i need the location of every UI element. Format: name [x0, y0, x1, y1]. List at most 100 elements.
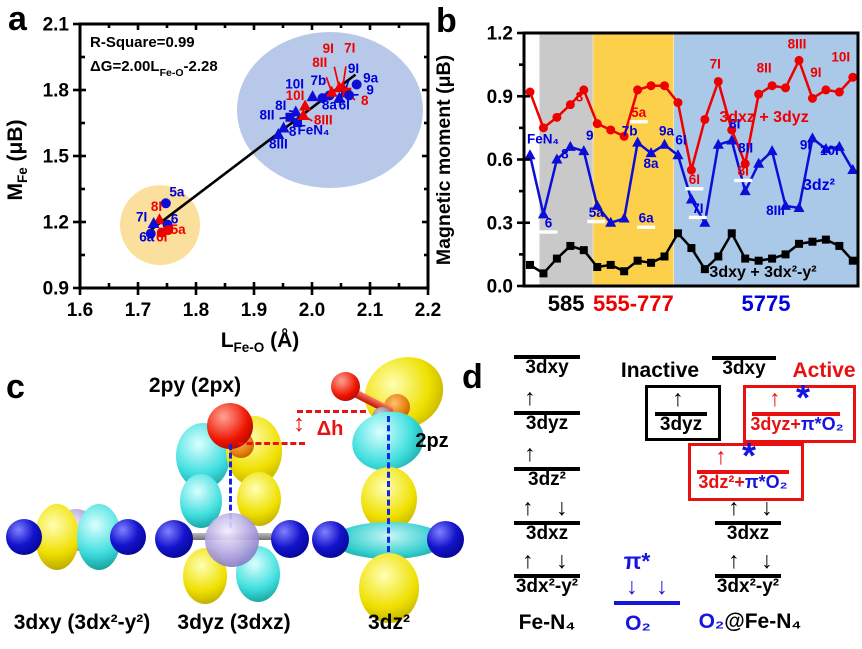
star-icon: *	[742, 435, 757, 476]
y-axis-title: Magnetic moment (μB)	[433, 55, 455, 265]
point-label-8II: 8II	[757, 61, 772, 76]
point-label-10I: 10I	[831, 49, 850, 64]
level-label: 3dyz	[525, 413, 569, 434]
point-label-6I: 6I	[689, 172, 700, 187]
spin-down-arrow: ↓	[626, 573, 638, 599]
data-series	[524, 55, 859, 278]
level-label: 3dxz	[525, 523, 569, 544]
level-label: 3dxy	[722, 358, 766, 379]
panel-letter-a: a	[8, 0, 27, 38]
n-atom	[6, 519, 42, 555]
point-label-8III: 8III	[788, 36, 807, 51]
point-label-5a: 5a	[169, 184, 185, 199]
svg-text:0.9: 0.9	[487, 87, 513, 108]
spin-up-arrow: ↑	[524, 440, 536, 466]
label-3dz2: 3dz²	[368, 611, 410, 634]
point-label-8: 8	[361, 93, 369, 108]
point-label-5a: 5a	[631, 105, 647, 120]
point-label-6I: 6I	[339, 97, 350, 112]
dz2-lobe-bottom	[359, 553, 419, 623]
data-points	[145, 79, 362, 239]
level-line-o2	[614, 601, 680, 605]
label-3dyz: 3dyz (3dxz)	[177, 611, 291, 634]
level-line	[514, 355, 580, 359]
level-line	[712, 356, 776, 360]
point-label-7b: 7b	[311, 73, 327, 88]
point-label-7I: 7I	[710, 56, 721, 71]
panel-letter-b: b	[436, 2, 457, 40]
delta-h-upper-dashed-line	[297, 410, 375, 413]
series-label: 3dz²	[803, 177, 835, 194]
fe-atom	[205, 513, 259, 567]
spin-down-arrow: ↓	[556, 547, 568, 573]
group-label-5775: 5775	[741, 291, 790, 316]
svg-text:1.2: 1.2	[43, 213, 69, 234]
point-label-9: 9	[366, 82, 374, 97]
point-label-7I: 7I	[344, 40, 355, 55]
label-2py-2px: 2py (2px)	[148, 374, 242, 397]
point-label-10I: 10I	[285, 77, 304, 92]
point-label-8I: 8I	[738, 164, 749, 179]
annotation-r-square: R-Square=0.99	[90, 34, 195, 51]
system-label-fen4-part: @Fe-N₄	[724, 610, 802, 633]
level-label-blue-part: π*O₂	[744, 472, 788, 492]
level-line	[514, 467, 580, 471]
point-label-9I: 9I	[800, 137, 811, 152]
point-label-10I: 10I	[286, 88, 305, 103]
series-label: 3dxz + 3dyz	[719, 109, 808, 126]
point-label-6a: 6a	[139, 230, 155, 245]
level-label: 3dz²+π*O₂	[688, 473, 798, 492]
x-axis-title: LFe-O (Å)	[221, 328, 300, 355]
fe-o-axis-dashed-line	[387, 416, 390, 552]
level-label: 3dxy	[525, 357, 569, 378]
level-label: 3dx²-y²	[716, 576, 780, 597]
point-label-8III: 8III	[269, 136, 288, 151]
level-line	[655, 412, 707, 416]
spin-down-arrow: ↓	[556, 494, 568, 520]
panel-b-line-chart: FeN₄68895a5a6a7b8a9a6I6I7I7I8I8I8II8II8I…	[433, 24, 860, 316]
svg-text:1.6: 1.6	[67, 300, 93, 321]
spin-up-arrow: ↑	[522, 494, 534, 520]
point-label-8: 8	[576, 90, 584, 105]
panel-a-scatter-chart: 1.6 1.7 1.8 1.9 2.0 2.1 2.2 0.9 1.2 1.5 1.8 2.1 5a 8I…	[4, 15, 441, 356]
panel-letter-d: d	[462, 358, 483, 396]
point-label-FeN₄: FeN₄	[527, 131, 559, 146]
level-line	[514, 411, 580, 415]
spin-up-arrow: ↑	[672, 385, 684, 411]
spin-up-arrow: ↑	[522, 547, 534, 573]
star-icon: *	[796, 377, 811, 418]
o-atom	[207, 403, 253, 449]
o-atom	[331, 372, 360, 401]
point-label-8a: 8a	[644, 156, 660, 171]
level-line	[514, 521, 580, 525]
point-label-8II: 8II	[259, 107, 274, 122]
panel-c-orbital-renders: 2py (2px) 3dxy (3dx²-y²) 3dyz (3dxz) ↕ Δ…	[0, 330, 464, 649]
point-label-8II: 8II	[312, 55, 327, 70]
point-label-5a: 5a	[171, 222, 187, 237]
system-label-o2: O₂	[625, 612, 651, 635]
spin-up-arrow: ↑	[769, 385, 781, 411]
point-label-8III: 8III	[314, 113, 333, 128]
spin-up-arrow: ↑	[524, 384, 536, 410]
level-line	[697, 470, 789, 474]
active-label: Active	[792, 359, 856, 382]
fe-o-axis-dashed-line	[229, 444, 232, 528]
panel-letter-c: c	[6, 368, 25, 406]
level-line	[715, 521, 781, 525]
svg-text:1.9: 1.9	[241, 300, 267, 321]
level-label: 3dz²	[528, 469, 566, 490]
pi-star-label: π*	[623, 548, 651, 574]
cluster-circles	[120, 32, 423, 266]
svg-text:1.8: 1.8	[43, 81, 69, 102]
point-label-6I: 6I	[675, 132, 686, 147]
spin-down-arrow: ↓	[761, 547, 773, 573]
svg-text:1.7: 1.7	[125, 300, 151, 321]
svg-text:1.5: 1.5	[43, 147, 70, 168]
point-label-9a: 9a	[363, 71, 379, 86]
svg-text:2.1: 2.1	[43, 15, 70, 36]
point-label-9I: 9I	[810, 65, 821, 80]
orbital-lobe-yellow	[35, 504, 79, 570]
label-delta-h: Δh	[316, 418, 344, 440]
